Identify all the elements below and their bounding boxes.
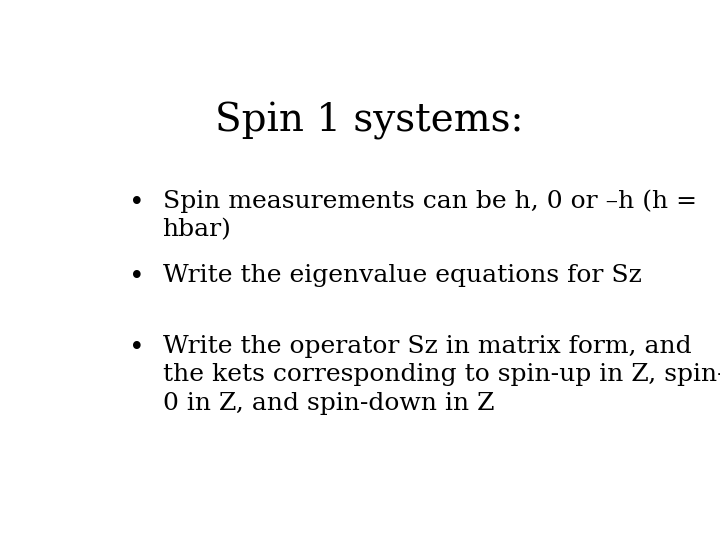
Text: •: •: [129, 265, 145, 289]
Text: Write the operator Sz in matrix form, and
the kets corresponding to spin-up in Z: Write the operator Sz in matrix form, an…: [163, 335, 720, 415]
Text: Write the eigenvalue equations for Sz: Write the eigenvalue equations for Sz: [163, 265, 642, 287]
Text: •: •: [129, 190, 145, 214]
Text: •: •: [129, 335, 145, 360]
Text: Spin 1 systems:: Spin 1 systems:: [215, 102, 523, 140]
Text: Spin measurements can be h, 0 or –h (h =
hbar): Spin measurements can be h, 0 or –h (h =…: [163, 190, 696, 241]
